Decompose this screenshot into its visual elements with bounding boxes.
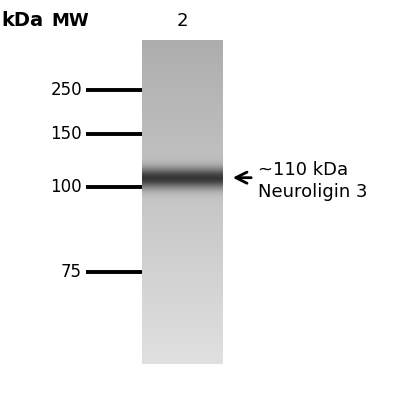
Text: 100: 100 (50, 178, 82, 196)
Text: 250: 250 (50, 81, 82, 99)
Text: MW: MW (51, 12, 89, 30)
Text: ~110 kDa: ~110 kDa (258, 161, 348, 178)
Text: kDa: kDa (1, 11, 43, 30)
Text: 2: 2 (176, 12, 188, 30)
Text: 75: 75 (61, 263, 82, 281)
Text: 150: 150 (50, 125, 82, 143)
Text: Neuroligin 3: Neuroligin 3 (258, 183, 368, 201)
